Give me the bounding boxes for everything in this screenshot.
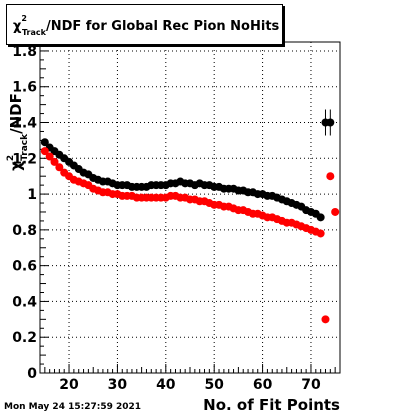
y-axis-title-rest: /NDF (7, 93, 25, 134)
chart-title-chi: χ (13, 19, 22, 34)
y-axis-title: χ2 Track/NDF (6, 93, 30, 171)
y-axis-title-sub: Track (20, 133, 30, 161)
y-tick-label: 1 (27, 187, 37, 203)
chart-title-svg: χ2 Track/NDF for Global Rec Pion NoHits (13, 14, 280, 37)
x-axis-title: No. of Fit Points (203, 396, 340, 414)
x-tick-label: 60 (253, 377, 273, 393)
x-tick-label: 70 (301, 377, 321, 393)
series-0 (40, 109, 335, 222)
x-tick-label: 40 (156, 377, 176, 393)
data-point (326, 172, 335, 181)
data-point (40, 147, 49, 156)
series-1 (40, 147, 340, 324)
y-axis-title-chi: χ (7, 161, 25, 171)
data-point (326, 118, 335, 127)
y-tick-label: 0 (27, 366, 37, 382)
y-tick-label: 1.4 (12, 116, 37, 132)
data-point (50, 157, 59, 166)
chart-title-rest: /NDF for Global Rec Pion NoHits (46, 19, 280, 34)
data-point (321, 315, 330, 324)
y-tick-label: 0.6 (12, 259, 37, 275)
y-axis-title-sup: 2 (6, 155, 16, 161)
y-tick-label: 0.4 (12, 294, 37, 310)
chart-title-sub: Track (22, 28, 47, 37)
data-series (40, 109, 340, 324)
y-tick-labels: 0 0.2 0.4 0.6 0.8 1 1.2 1.4 1.6 1.8 (12, 44, 37, 382)
data-point (40, 138, 49, 147)
data-point (55, 163, 64, 172)
y-tick-label: 0.2 (12, 330, 37, 346)
y-tick-label: 1.2 (12, 151, 37, 167)
chart-title-box: χ2 Track/NDF for Global Rec Pion NoHits (6, 4, 283, 45)
y-tick-label: 0.8 (12, 223, 37, 239)
data-point (316, 229, 325, 238)
data-point (331, 207, 340, 216)
x-tick-label: 20 (59, 377, 79, 393)
y-tick-label: 1.8 (12, 44, 37, 60)
chart-title: χ2 Track/NDF for Global Rec Pion NoHits (13, 14, 280, 37)
data-point (45, 152, 54, 161)
x-tick-label: 30 (108, 377, 128, 393)
y-tick-label: 1.6 (12, 80, 37, 96)
data-point (316, 213, 325, 222)
timestamp: Mon May 24 15:27:59 2021 (4, 402, 141, 412)
chart-title-sup: 2 (21, 14, 27, 23)
x-tick-labels: 20 30 40 50 60 70 (59, 377, 321, 393)
plot-frame (39, 41, 341, 374)
x-tick-label: 50 (204, 377, 224, 393)
